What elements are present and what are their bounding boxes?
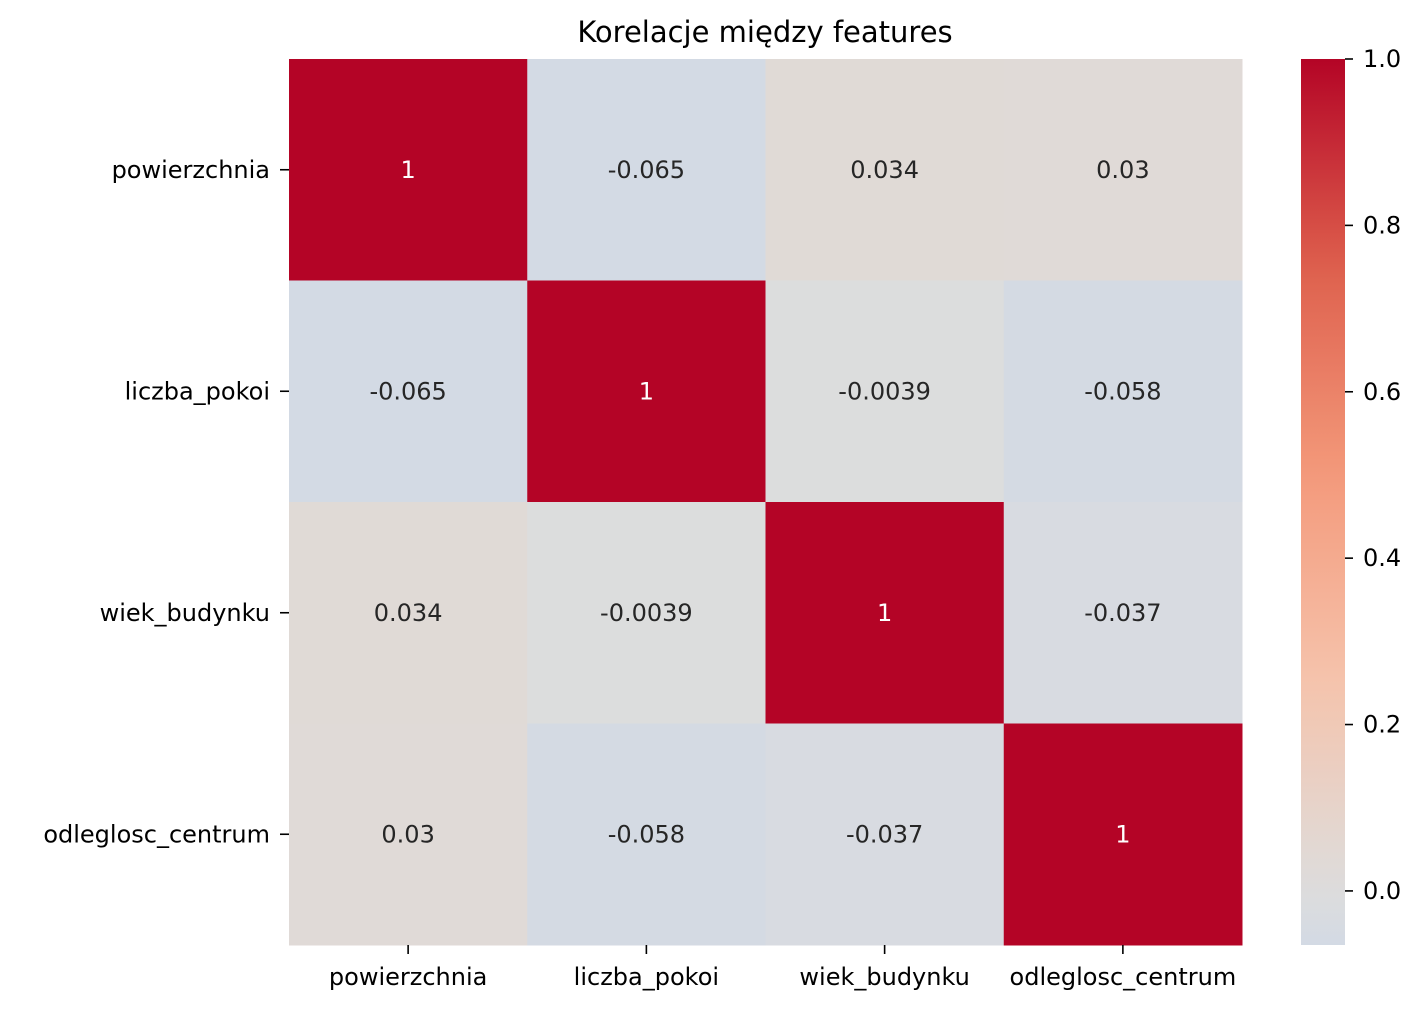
heatmap-cell	[289, 723, 528, 946]
cell-value-label: -0.037	[846, 820, 923, 848]
heatmap-cell	[1003, 723, 1243, 946]
y-tick-label: powierzchnia	[112, 156, 270, 184]
heatmap-cell	[289, 59, 528, 281]
colorbar-tick-label: 0.0	[1363, 877, 1401, 905]
y-tick-label: liczba_pokoi	[125, 377, 270, 405]
cell-value-label: 1	[639, 377, 654, 405]
chart-title: Korelacje między features	[577, 15, 952, 49]
heatmap-cell	[289, 502, 528, 724]
colorbar-tick-label: 1.0	[1363, 45, 1401, 73]
cell-value-label: -0.065	[608, 156, 685, 184]
heatmap-cell	[527, 280, 766, 503]
x-tick-label: odleglosc_centrum	[1010, 963, 1237, 991]
y-axis: powierzchnia liczba_pokoi wiek_budynkuodle…	[43, 156, 289, 848]
heatmap-cell	[527, 502, 766, 724]
cell-value-label: -0.065	[369, 377, 446, 405]
cell-value-label: -0.0039	[600, 599, 693, 627]
cell-value-label: 0.034	[374, 599, 443, 627]
x-tick-label: liczba_pokoi	[574, 963, 719, 991]
heatmap-cell	[1003, 59, 1243, 281]
x-tick-label: powierzchnia	[329, 963, 487, 991]
colorbar: 0.0 0.2 0.4 0.6 0.8 1.0	[1301, 45, 1401, 945]
cell-value-label: 0.034	[850, 156, 919, 184]
x-axis: powierzchnia liczba_pokoi wiek_budynku odle…	[329, 945, 1236, 991]
heatmap-cell	[1003, 502, 1243, 724]
x-tick-label: wiek_budynku	[799, 963, 969, 991]
colorbar-tick-label: 0.8	[1363, 211, 1401, 239]
heatmap-cell	[765, 502, 1005, 724]
heatmap-cell	[1003, 280, 1243, 503]
heatmap-cell	[289, 280, 528, 503]
cell-value-label: 1	[400, 156, 415, 184]
colorbar-gradient	[1301, 59, 1345, 945]
heatmap-cell	[765, 723, 1005, 946]
colorbar-tick-label: 0.6	[1363, 378, 1401, 406]
cell-value-label: -0.058	[608, 820, 685, 848]
heatmap-cell	[527, 723, 766, 946]
cell-value-label: -0.058	[1084, 377, 1161, 405]
cell-value-label: -0.0039	[838, 377, 931, 405]
y-tick-label: odleglosc_centrum	[43, 820, 270, 848]
colorbar-tick-label: 0.4	[1363, 544, 1401, 572]
y-tick-label: wiek_budynku	[100, 599, 270, 627]
heatmap-cells: 1 -0.065 0.034 0.03 -0.065 1 -0.0039 -0.058 0.03…	[289, 59, 1243, 946]
cell-value-label: 0.03	[1096, 156, 1149, 184]
heatmap-cell	[527, 59, 766, 281]
cell-value-label: 1	[1115, 820, 1130, 848]
colorbar-tick-label: 0.2	[1363, 711, 1401, 739]
cell-value-label: 0.03	[381, 820, 434, 848]
heatmap-cell	[765, 59, 1005, 281]
cell-value-label: 1	[877, 599, 892, 627]
cell-value-label: -0.037	[1084, 599, 1161, 627]
heatmap-cell	[765, 280, 1005, 503]
